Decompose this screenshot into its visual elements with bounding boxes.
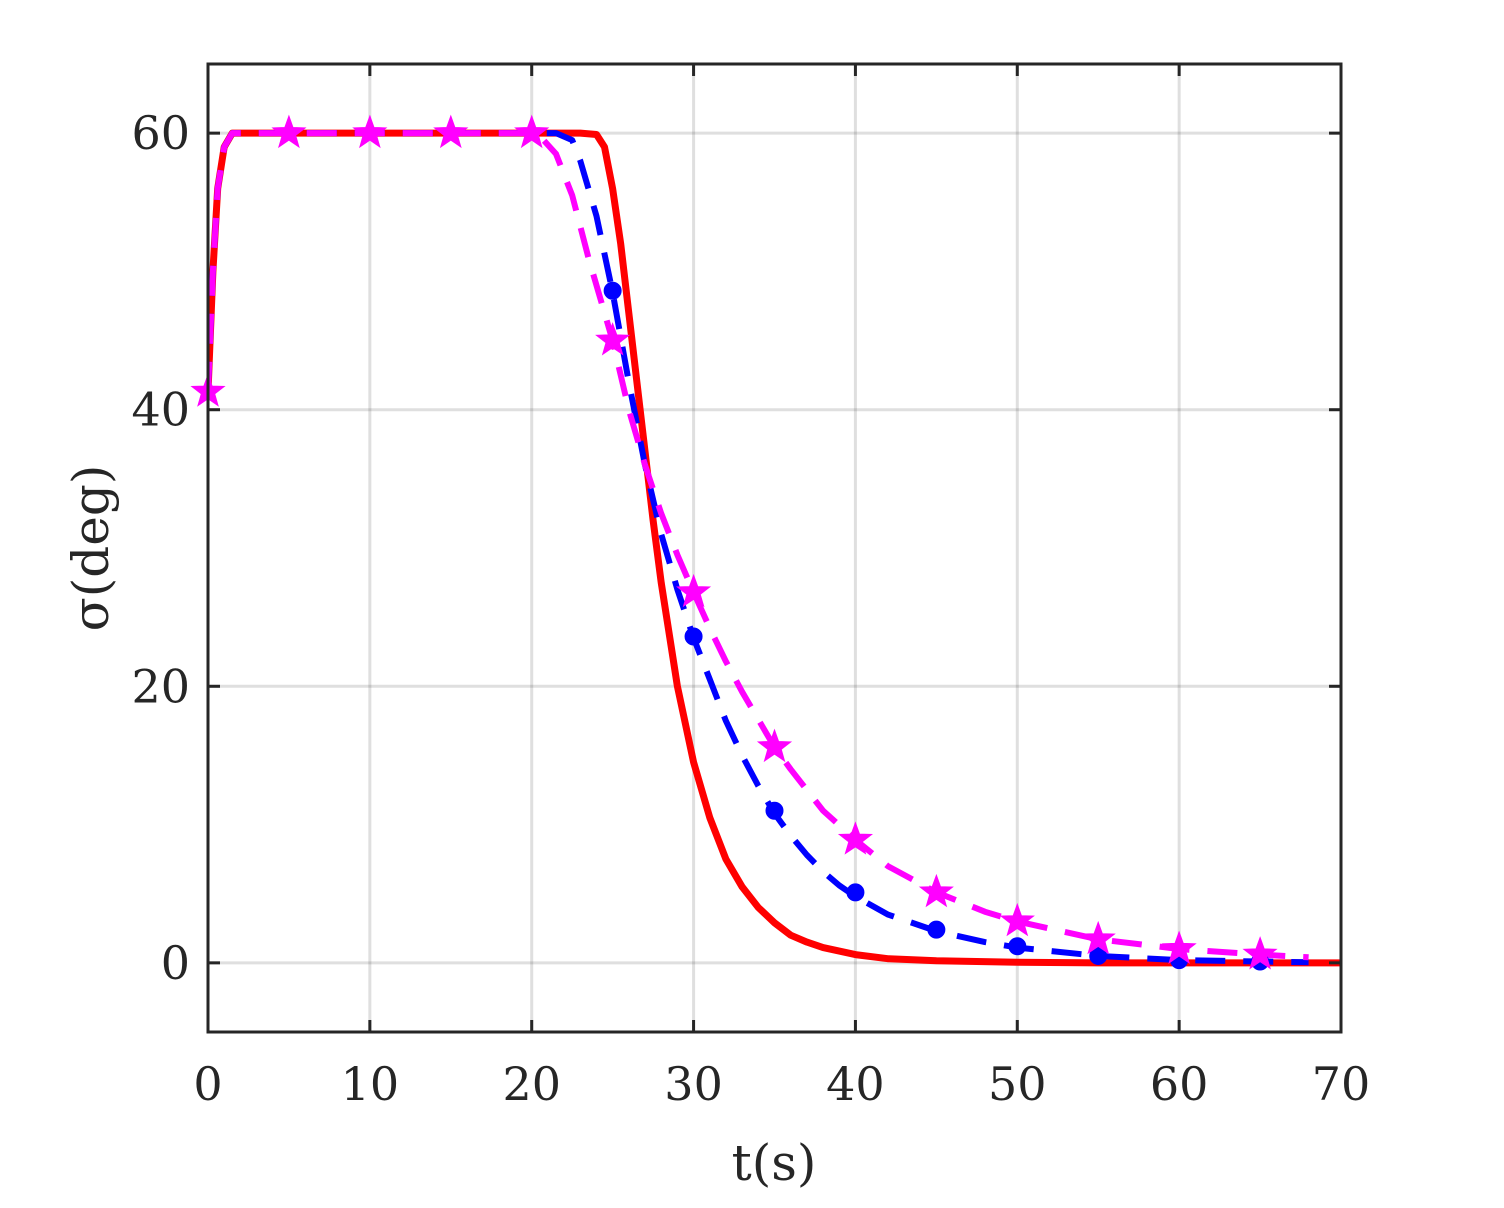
y-axis-label: σ(deg) (62, 465, 120, 632)
y-tick-label: 0 (161, 936, 190, 990)
series-marker-star (1242, 936, 1278, 970)
series-marker-circle (1008, 937, 1027, 956)
x-tick-label: 10 (341, 1057, 400, 1111)
plot-frame (206, 62, 1343, 1034)
ticks: 0 10 20 30 40 50 60 70 0 20 40 60 (131, 64, 1370, 1111)
series-marker-star (756, 728, 793, 763)
series-marker-star (1161, 930, 1197, 964)
x-tick-label: 60 (1150, 1057, 1209, 1111)
series-marker-star (1080, 920, 1116, 955)
y-tick-label: 60 (131, 106, 190, 160)
series-line-2 (208, 130, 1309, 961)
series-marker-circle (765, 801, 784, 820)
x-tick-label: 50 (988, 1057, 1047, 1111)
series-marker-circle (927, 920, 946, 939)
x-axis-label: t(s) (732, 1134, 817, 1192)
x-tick-label: 70 (1312, 1057, 1371, 1111)
x-tick-label: 0 (193, 1057, 222, 1111)
series-marker-star (999, 902, 1035, 937)
series-marker-star (514, 114, 550, 149)
series-marker-star (837, 821, 873, 855)
y-tick-label: 20 (131, 659, 190, 713)
series-marker-star (433, 114, 469, 149)
series-marker-star (271, 114, 307, 149)
x-tick-label: 20 (502, 1057, 561, 1111)
series-marker-star (595, 322, 631, 356)
series-marker-circle (1089, 946, 1108, 965)
series-marker-circle (684, 627, 703, 646)
series-marker-circle (603, 281, 622, 300)
plot-background (208, 64, 1341, 1032)
series-marker-circle (846, 883, 865, 902)
series-marker-star (352, 114, 388, 149)
series-marker-star (918, 873, 954, 908)
x-tick-label: 30 (664, 1057, 723, 1111)
x-tick-label: 40 (826, 1057, 885, 1111)
y-tick-label: 40 (131, 383, 190, 437)
marker-layer (190, 114, 1278, 971)
series-marker-star (676, 573, 712, 608)
